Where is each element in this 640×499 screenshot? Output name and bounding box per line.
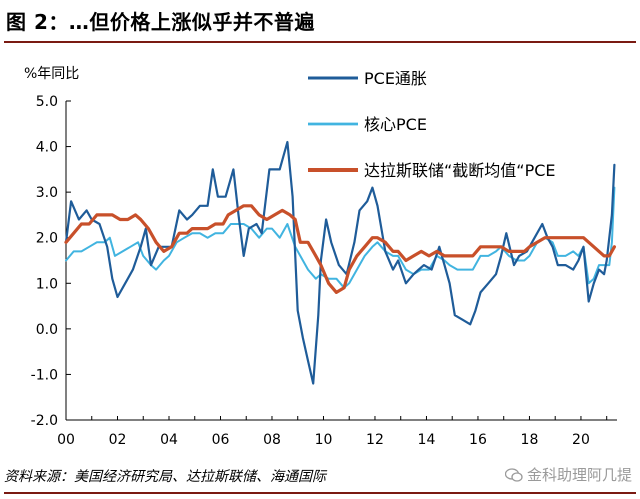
x-tick-label: 02 [109, 432, 127, 448]
x-tick-label: 06 [212, 432, 230, 448]
series-line-2 [65, 186, 616, 289]
figure-title: 图 2：…但价格上涨似乎并不普遍 [6, 10, 315, 34]
y-tick-label: -2.0 [31, 413, 58, 429]
x-tick-label: 10 [315, 432, 333, 448]
series-line-1 [64, 140, 616, 385]
x-tick-label: 04 [160, 432, 178, 448]
y-tick-label: 3.0 [36, 185, 58, 201]
wechat-icon [504, 468, 523, 482]
y-tick-label: -1.0 [31, 367, 58, 383]
source-note: 资料来源：美国经济研究局、达拉斯联储、海通国际 [4, 469, 326, 485]
x-tick-label: 18 [521, 432, 539, 448]
y-axis-label: %年同比 [24, 66, 79, 82]
line-chart: 5.0 4.0 3.0 2.0 1.0 0.0 -1.0 -2.0 00 02 04 06 08 10 12… [24, 66, 617, 448]
chart-series-lines [64, 140, 616, 385]
x-tick-label: 08 [263, 432, 281, 448]
y-tick-label: 5.0 [36, 94, 58, 110]
x-tick-label: 12 [366, 432, 384, 448]
watermark: 金科助理阿几提 [504, 464, 632, 485]
x-tick-label: 16 [469, 432, 487, 448]
x-tick-label: 00 [57, 432, 75, 448]
y-tick-label: 4.0 [36, 140, 58, 156]
bottom-rule [4, 492, 636, 494]
y-tick-label: 1.0 [36, 276, 58, 292]
series-line-3 [64, 204, 616, 294]
chart-axes: 5.0 4.0 3.0 2.0 1.0 0.0 -1.0 -2.0 00 02 04 06 08 10 12… [24, 66, 617, 448]
title-rule [4, 41, 636, 43]
x-tick-label: 14 [418, 432, 436, 448]
y-tick-label: 2.0 [36, 231, 58, 247]
legend-label-2: 核心PCE [364, 115, 427, 134]
watermark-text: 金科助理阿几提 [526, 466, 632, 484]
legend-label-3: 达拉斯联储“截断均值“PCE [364, 161, 556, 180]
x-tick-label: 20 [572, 432, 590, 448]
legend-label-1: PCE通胀 [364, 69, 427, 88]
y-tick-label: 0.0 [36, 322, 58, 338]
